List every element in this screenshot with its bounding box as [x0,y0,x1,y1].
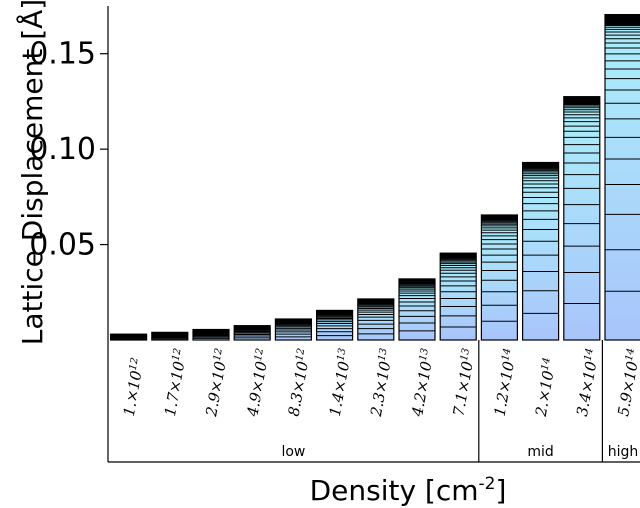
category-label: 1.7×1012 [161,347,191,417]
y-tick-label: 0.15 [29,37,96,72]
bar-1 [151,331,189,341]
x-axis-title-sup: -2 [479,474,496,494]
bar-6 [357,298,395,341]
category-labels: 1.×1012 1.7×10122.9×10124.9×10128.3×10121… [120,347,640,418]
bar-5 [316,309,354,341]
bar-cap [399,278,435,282]
category-label-mantissa: 4.2×10 [408,359,436,418]
category-label-mantissa: 4.9×10 [243,359,271,418]
category-label-exp: 14 [540,357,553,371]
group-brackets: low mid high [107,340,640,463]
category-label-exp: 14 [583,347,596,361]
category-label-mantissa: 7.1×10 [449,359,476,417]
bar-cap [316,310,353,314]
category-label-mantissa: 2.×10 [532,369,558,419]
group-label-mid: mid [527,444,553,460]
y-axis-title: Lattice Displacement [Å] [15,0,49,345]
y-tick-label: 0.05 [29,228,96,263]
bar-cap [234,325,271,329]
bar-cap [275,319,312,323]
bar-11 [563,96,601,341]
category-label: 7.1×1013 [449,347,479,417]
category-label: 2.3×1013 [367,347,397,418]
category-label-mantissa: 1.4×10 [326,359,353,417]
bar-cap [563,96,600,106]
category-label: 3.4×1014 [573,347,603,417]
bar-cap [481,214,518,220]
bar-4 [274,318,312,341]
category-label: 8.3×1012 [285,347,315,417]
bar-2 [192,328,230,341]
category-label-exp: 12 [253,347,266,361]
bar-cap [440,253,477,257]
group-label-low: low [281,444,305,460]
category-label-mantissa: 3.4×10 [573,359,600,417]
bars-layer [109,13,640,341]
bar-cap [151,332,188,336]
category-label: 1.×1012 [120,357,148,418]
category-label: 5.9×1014 [614,347,640,417]
bar-cap [110,334,147,338]
x-axis-title-text: Density [cm [310,474,479,507]
x-axis-title-close: ] [495,474,506,507]
category-label-exp: 12 [171,347,184,361]
category-label-mantissa: 8.3×10 [285,359,312,417]
bar-3 [233,325,271,341]
category-label: 4.2×1013 [408,347,438,418]
category-label-exp: 13 [418,347,431,361]
category-label-mantissa: 1.7×10 [161,359,188,417]
x-axis-title: Density [cm-2] [310,474,507,507]
bar-7 [398,278,436,341]
category-label-mantissa: 1.2×10 [491,359,518,417]
category-label-mantissa: 5.9×10 [614,359,640,417]
group-label-high: high [608,444,639,460]
bar-cap [522,162,559,169]
bar-cap [357,298,394,302]
category-label: 1.4×1013 [326,347,356,417]
bar-12 [604,13,640,341]
category-label-exp: 13 [459,347,472,361]
category-label-mantissa: 2.9×10 [202,359,230,418]
y-tick-label: 0.10 [29,132,96,167]
category-label-exp: 14 [624,347,637,361]
bar-9 [480,214,518,341]
category-label-exp: 12 [212,347,225,361]
category-label-exp: 12 [294,347,307,361]
category-label-mantissa: 1.×10 [120,369,146,418]
category-label-exp: 12 [128,357,141,371]
bar-cap [193,329,229,333]
category-label-exp: 14 [500,347,513,361]
bar-10 [521,161,560,341]
category-label-mantissa: 2.3×10 [367,359,395,418]
y-ticks: 0.05 0.10 0.15 [29,37,108,263]
category-label: 2.9×1012 [202,347,232,418]
bar-cap [605,14,640,26]
bar-8 [439,252,477,341]
category-label: 1.2×1014 [491,347,521,417]
category-label-exp: 13 [335,347,348,361]
category-label: 4.9×1012 [243,347,273,418]
category-label: 2.×1014 [532,357,560,419]
category-label-exp: 13 [377,347,390,361]
bar-0 [109,333,148,341]
